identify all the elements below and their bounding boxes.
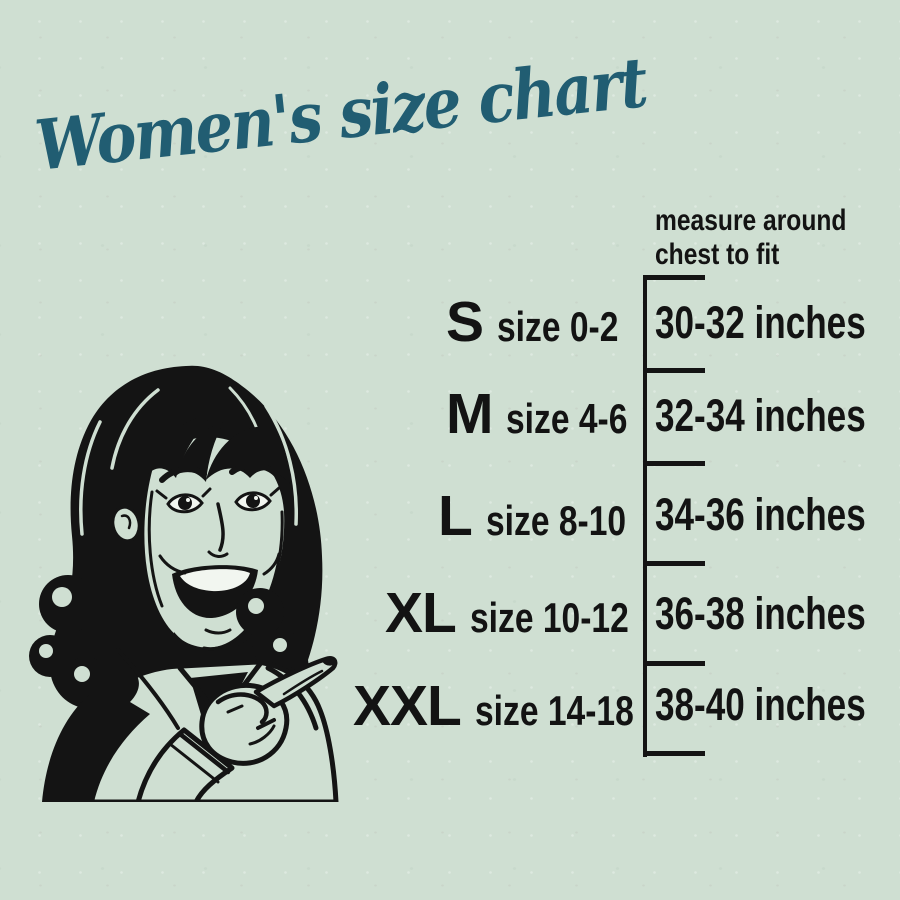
size-row-label: XXL size 14-18 [353,673,673,739]
size-row-measurement: 32-34 inches [655,390,900,442]
chart-tick [643,368,705,373]
size-letter: L [438,484,473,548]
size-range: size 4-6 [506,395,628,442]
size-range: size 0-2 [497,303,619,350]
woman-eyes [155,462,281,514]
chart-tick [643,561,705,566]
chart-axis-line [643,277,647,757]
size-letter: M [446,382,493,446]
size-row-measurement: 38-40 inches [655,679,900,731]
woman-pointing-hand [135,656,338,802]
size-row-label: M size 4-6 [446,381,658,447]
measurement-note-line1: measure around [655,204,847,237]
size-letter: XL [385,581,457,645]
chest-measurement: 30-32 inches [655,297,866,348]
size-row-measurement: 36-38 inches [655,588,900,640]
size-row-label: XL size 10-12 [385,580,668,646]
chest-measurement: 34-36 inches [655,489,866,540]
size-letter: S [446,290,484,354]
size-row-measurement: 34-36 inches [655,489,900,541]
fingernail [322,656,335,666]
size-row-label: L size 8-10 [438,483,661,549]
chart-tick [643,661,705,666]
chart-tick [643,461,705,466]
chest-measurement: 38-40 inches [655,679,866,730]
size-range: size 14-18 [474,687,634,734]
woman-nose [207,502,229,558]
size-row-measurement: 30-32 inches [655,297,900,349]
chart-tick [643,275,705,280]
size-range: size 10-12 [469,594,629,641]
size-row-label: S size 0-2 [446,289,649,355]
retro-woman-illustration [29,365,339,802]
size-range: size 8-10 [485,497,626,544]
chest-measurement: 32-34 inches [655,390,866,441]
page-title: Women's size chart [31,42,650,188]
woman-ear [111,505,141,543]
chest-measurement: 36-38 inches [655,588,866,639]
measurement-note-line2: chest to fit [655,238,780,271]
chart-tick [643,751,705,756]
measurement-note: measure around chest to fit [655,204,846,272]
woman-smile [158,552,281,635]
size-letter: XXL [353,674,462,738]
